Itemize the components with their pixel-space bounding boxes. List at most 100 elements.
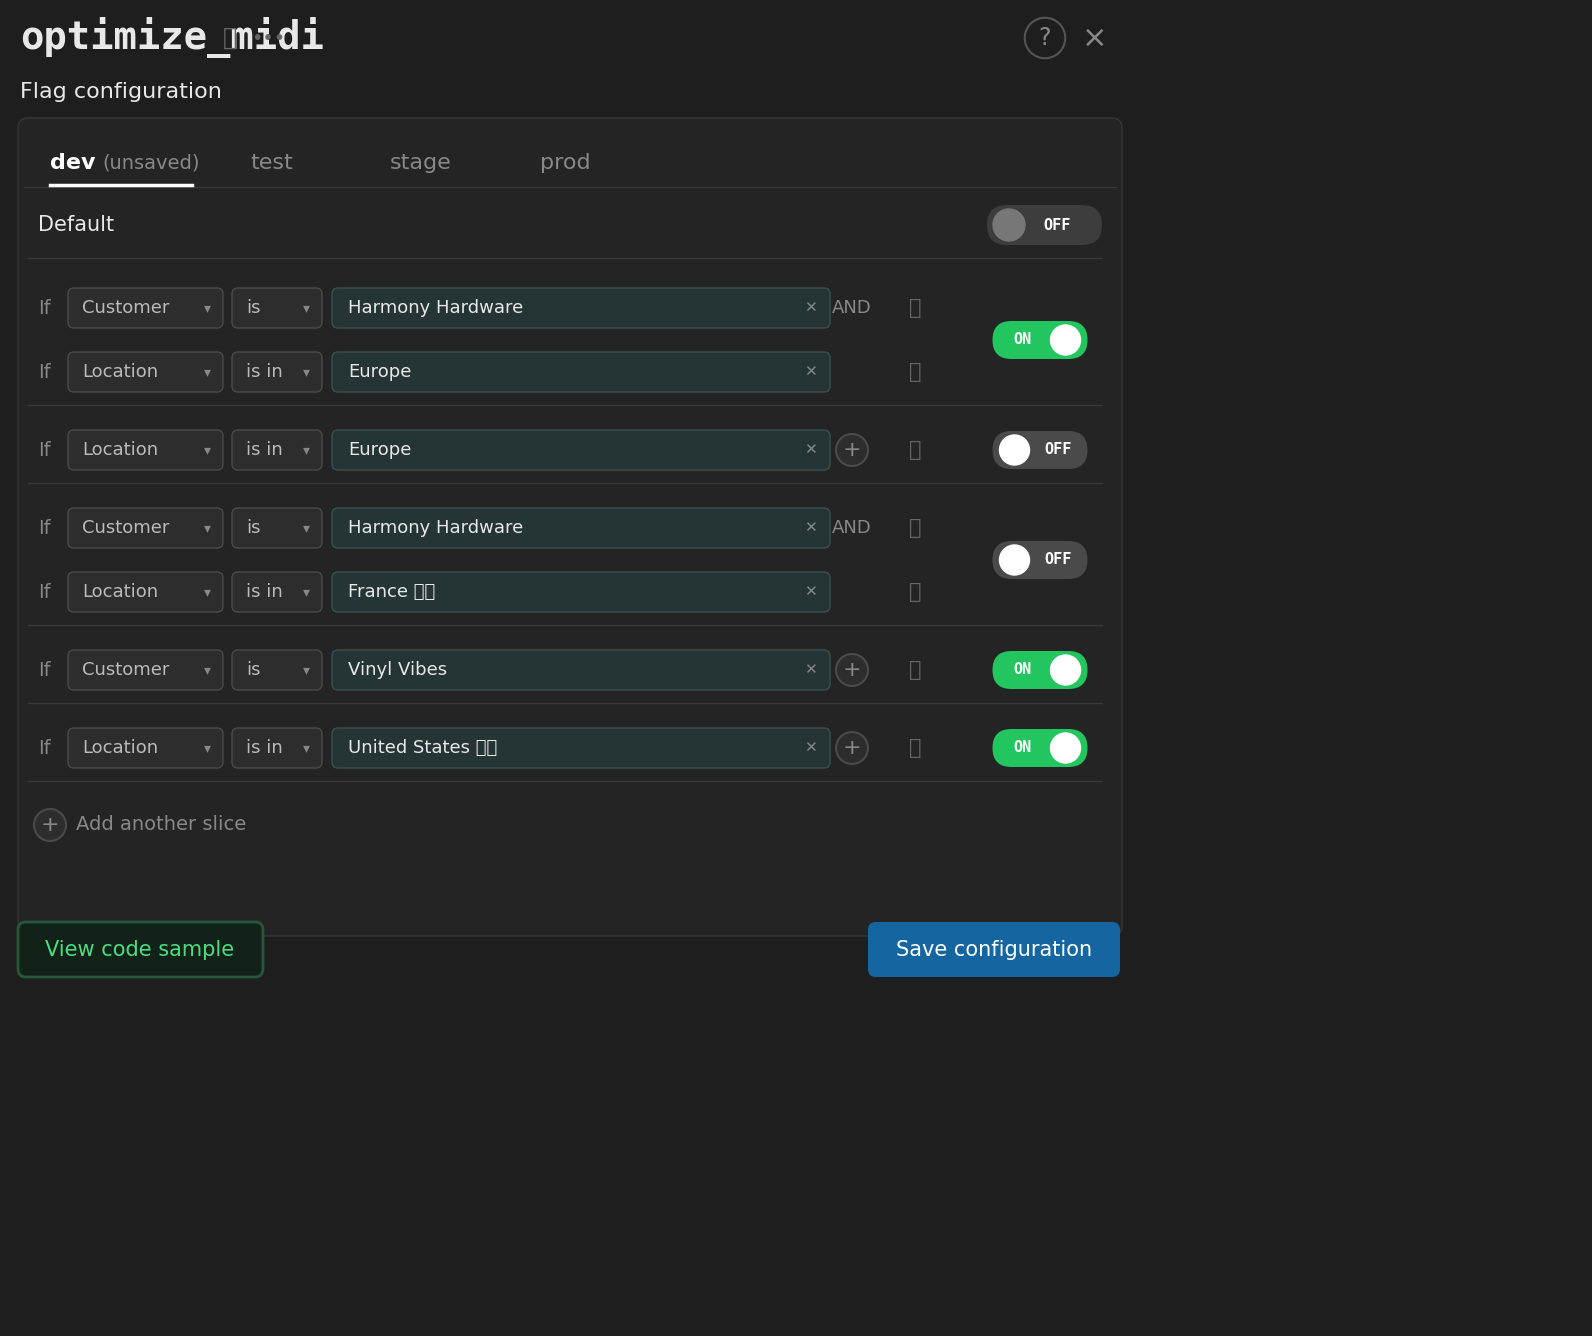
Text: Flag configuration: Flag configuration [21,81,221,102]
Text: Default: Default [38,215,115,235]
FancyBboxPatch shape [232,651,322,689]
FancyBboxPatch shape [18,922,263,977]
Text: +: + [842,440,861,460]
FancyBboxPatch shape [232,351,322,391]
Text: test: test [250,154,293,172]
Text: ▾: ▾ [302,585,309,599]
Text: ▾: ▾ [302,301,309,315]
Circle shape [836,732,868,764]
Text: If: If [38,362,51,382]
Text: stage: stage [390,154,452,172]
FancyBboxPatch shape [992,651,1087,689]
Text: is in: is in [247,739,283,758]
FancyBboxPatch shape [68,651,223,689]
FancyBboxPatch shape [333,508,829,548]
Text: France 🇫🇷: France 🇫🇷 [349,582,435,601]
FancyBboxPatch shape [987,204,1102,244]
Circle shape [1000,545,1030,574]
Circle shape [1051,325,1081,355]
Text: If: If [38,582,51,601]
Text: ✕: ✕ [804,740,817,755]
Text: OFF: OFF [1044,553,1071,568]
FancyBboxPatch shape [333,351,829,391]
Text: ✕: ✕ [804,585,817,600]
Text: Location: Location [83,363,158,381]
FancyBboxPatch shape [68,430,223,470]
Text: ON: ON [1013,740,1032,755]
FancyBboxPatch shape [992,729,1087,767]
Text: If: If [38,660,51,680]
Text: View code sample: View code sample [46,941,234,961]
Text: 🗑: 🗑 [909,737,922,758]
Text: is in: is in [247,363,283,381]
Text: ▾: ▾ [302,365,309,379]
FancyBboxPatch shape [333,572,829,612]
Circle shape [993,208,1025,240]
Text: Customer: Customer [83,661,169,679]
Text: United States 🇺🇸: United States 🇺🇸 [349,739,497,758]
Text: ✕: ✕ [804,521,817,536]
Text: is in: is in [247,441,283,460]
Text: is: is [247,299,261,317]
Text: +: + [842,660,861,680]
FancyBboxPatch shape [333,728,829,768]
Text: ▾: ▾ [204,663,210,677]
FancyBboxPatch shape [232,289,322,329]
Text: Europe: Europe [349,441,411,460]
Text: ▾: ▾ [302,663,309,677]
Text: +: + [41,815,59,835]
Text: Europe: Europe [349,363,411,381]
Text: AND: AND [833,299,872,317]
FancyBboxPatch shape [992,321,1087,359]
FancyBboxPatch shape [68,508,223,548]
Text: 🗑: 🗑 [909,518,922,538]
Text: Harmony Hardware: Harmony Hardware [349,299,524,317]
FancyBboxPatch shape [68,289,223,329]
Text: OFF: OFF [1044,442,1071,457]
Text: 🗑: 🗑 [909,440,922,460]
Text: +: + [842,737,861,758]
Text: Location: Location [83,441,158,460]
Text: Location: Location [83,739,158,758]
FancyBboxPatch shape [992,432,1087,469]
FancyBboxPatch shape [232,508,322,548]
Circle shape [836,434,868,466]
FancyBboxPatch shape [333,651,829,689]
Text: If: If [38,518,51,537]
Text: Harmony Hardware: Harmony Hardware [349,518,524,537]
FancyBboxPatch shape [68,351,223,391]
FancyBboxPatch shape [232,728,322,768]
Circle shape [836,655,868,685]
Text: ▾: ▾ [204,585,210,599]
Text: ON: ON [1013,663,1032,677]
FancyBboxPatch shape [18,118,1122,937]
Text: ▾: ▾ [204,301,210,315]
Text: Save configuration: Save configuration [896,941,1092,961]
Text: Vinyl Vibes: Vinyl Vibes [349,661,447,679]
Text: ✕: ✕ [804,663,817,677]
Text: ▾: ▾ [204,365,210,379]
FancyBboxPatch shape [232,430,322,470]
Text: ✕: ✕ [804,365,817,379]
Text: Location: Location [83,582,158,601]
Text: ▾: ▾ [204,741,210,755]
Text: ▾: ▾ [302,444,309,457]
Text: ▾: ▾ [204,444,210,457]
Text: If: If [38,298,51,318]
FancyBboxPatch shape [232,572,322,612]
Text: 🗑: 🗑 [909,362,922,382]
Text: ⧉: ⧉ [223,25,237,49]
Text: ✕: ✕ [804,301,817,315]
Text: 🗑: 🗑 [909,582,922,603]
FancyBboxPatch shape [992,541,1087,578]
FancyBboxPatch shape [68,572,223,612]
Text: ▾: ▾ [204,521,210,534]
Circle shape [1051,733,1081,763]
Text: ×: × [1083,24,1108,52]
Circle shape [1051,655,1081,685]
FancyBboxPatch shape [68,728,223,768]
Text: AND: AND [833,518,872,537]
FancyBboxPatch shape [868,922,1121,977]
FancyBboxPatch shape [333,430,829,470]
FancyBboxPatch shape [333,289,829,329]
